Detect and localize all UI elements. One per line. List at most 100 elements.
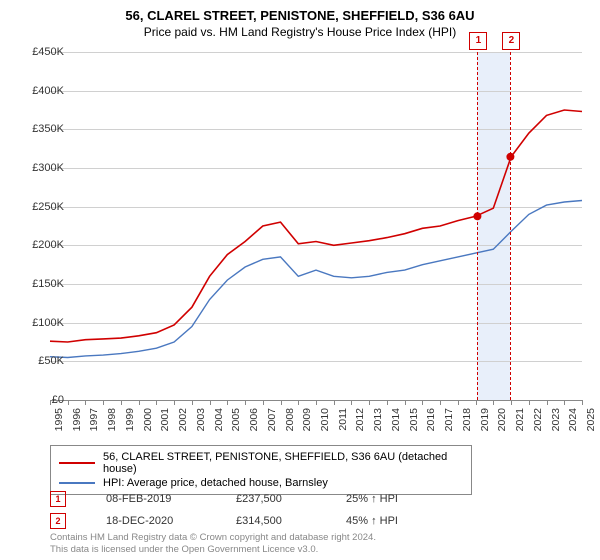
x-tick-mark: [227, 400, 228, 405]
x-tick-mark: [334, 400, 335, 405]
legend-swatch: [59, 482, 95, 484]
x-tick-label: 2012: [354, 408, 366, 431]
x-tick-mark: [85, 400, 86, 405]
x-tick-mark: [564, 400, 565, 405]
x-tick-mark: [529, 400, 530, 405]
x-tick-mark: [263, 400, 264, 405]
x-tick-mark: [369, 400, 370, 405]
x-tick-mark: [192, 400, 193, 405]
event-dashed-line: [477, 52, 478, 400]
series-line: [50, 201, 582, 358]
x-tick-mark: [387, 400, 388, 405]
y-tick-label: £50K: [20, 355, 64, 367]
y-tick-label: £150K: [20, 278, 64, 290]
event-row: 1 08-FEB-2019 £237,500 25% ↑ HPI: [50, 488, 426, 510]
event-row: 2 18-DEC-2020 £314,500 45% ↑ HPI: [50, 510, 426, 532]
x-tick-label: 2009: [301, 408, 313, 431]
x-tick-mark: [440, 400, 441, 405]
x-tick-label: 1995: [53, 408, 65, 431]
x-tick-label: 2011: [337, 408, 349, 431]
legend-swatch: [59, 462, 95, 464]
event-pct: 25% ↑ HPI: [346, 493, 426, 505]
y-tick-label: £100K: [20, 317, 64, 329]
x-tick-label: 2005: [230, 408, 242, 431]
x-tick-label: 2010: [319, 408, 331, 431]
x-tick-label: 2001: [159, 408, 171, 431]
y-tick-label: £250K: [20, 201, 64, 213]
chart-title: 56, CLAREL STREET, PENISTONE, SHEFFIELD,…: [0, 0, 600, 23]
x-tick-mark: [422, 400, 423, 405]
event-pct: 45% ↑ HPI: [346, 515, 426, 527]
x-tick-label: 2007: [266, 408, 278, 431]
x-tick-label: 2014: [390, 408, 402, 431]
x-tick-label: 1996: [71, 408, 83, 431]
x-tick-mark: [405, 400, 406, 405]
x-tick-mark: [547, 400, 548, 405]
y-tick-label: £350K: [20, 123, 64, 135]
x-tick-label: 2021: [514, 408, 526, 431]
x-tick-mark: [351, 400, 352, 405]
x-tick-mark: [476, 400, 477, 405]
x-tick-label: 2019: [479, 408, 491, 431]
x-tick-label: 2006: [248, 408, 260, 431]
x-tick-label: 1997: [88, 408, 100, 431]
x-tick-mark: [582, 400, 583, 405]
x-tick-label: 2015: [408, 408, 420, 431]
x-tick-mark: [174, 400, 175, 405]
legend-item: 56, CLAREL STREET, PENISTONE, SHEFFIELD,…: [59, 450, 463, 476]
x-tick-mark: [50, 400, 51, 405]
x-tick-label: 1998: [106, 408, 118, 431]
x-tick-mark: [458, 400, 459, 405]
x-tick-label: 2017: [443, 408, 455, 431]
x-tick-mark: [281, 400, 282, 405]
y-tick-label: £400K: [20, 85, 64, 97]
series-line: [50, 110, 582, 342]
x-tick-mark: [511, 400, 512, 405]
event-date: 08-FEB-2019: [106, 493, 196, 505]
x-tick-label: 2020: [496, 408, 508, 431]
legend-label: 56, CLAREL STREET, PENISTONE, SHEFFIELD,…: [103, 451, 463, 475]
x-tick-mark: [121, 400, 122, 405]
x-tick-label: 2002: [177, 408, 189, 431]
event-price: £314,500: [236, 515, 306, 527]
events-table: 1 08-FEB-2019 £237,500 25% ↑ HPI 2 18-DE…: [50, 488, 426, 532]
x-tick-label: 2000: [142, 408, 154, 431]
event-dashed-line: [510, 52, 511, 400]
x-tick-label: 2004: [213, 408, 225, 431]
event-marker-box: 1: [469, 32, 487, 50]
y-tick-label: £200K: [20, 239, 64, 251]
y-tick-label: £450K: [20, 46, 64, 58]
event-id-box: 2: [50, 513, 66, 529]
x-tick-mark: [156, 400, 157, 405]
x-tick-label: 1999: [124, 408, 136, 431]
x-tick-label: 2025: [585, 408, 597, 431]
x-tick-label: 2024: [567, 408, 579, 431]
y-tick-label: £300K: [20, 162, 64, 174]
x-tick-mark: [210, 400, 211, 405]
x-tick-mark: [493, 400, 494, 405]
x-tick-mark: [245, 400, 246, 405]
y-tick-label: £0: [20, 394, 64, 406]
x-tick-mark: [298, 400, 299, 405]
x-tick-label: 2003: [195, 408, 207, 431]
event-price: £237,500: [236, 493, 306, 505]
x-tick-label: 2016: [425, 408, 437, 431]
x-tick-label: 2023: [550, 408, 562, 431]
x-tick-mark: [103, 400, 104, 405]
footer-line: This data is licensed under the Open Gov…: [50, 544, 376, 556]
x-tick-mark: [139, 400, 140, 405]
event-marker-box: 2: [502, 32, 520, 50]
x-tick-label: 2022: [532, 408, 544, 431]
event-date: 18-DEC-2020: [106, 515, 196, 527]
chart-container: 56, CLAREL STREET, PENISTONE, SHEFFIELD,…: [0, 0, 600, 560]
footer-line: Contains HM Land Registry data © Crown c…: [50, 532, 376, 544]
x-tick-label: 2013: [372, 408, 384, 431]
x-tick-mark: [316, 400, 317, 405]
x-tick-label: 2018: [461, 408, 473, 431]
footer-attribution: Contains HM Land Registry data © Crown c…: [50, 532, 376, 556]
event-id-box: 1: [50, 491, 66, 507]
x-tick-label: 2008: [284, 408, 296, 431]
x-tick-mark: [68, 400, 69, 405]
plot-area: [50, 52, 582, 401]
plot-svg: [50, 52, 582, 400]
